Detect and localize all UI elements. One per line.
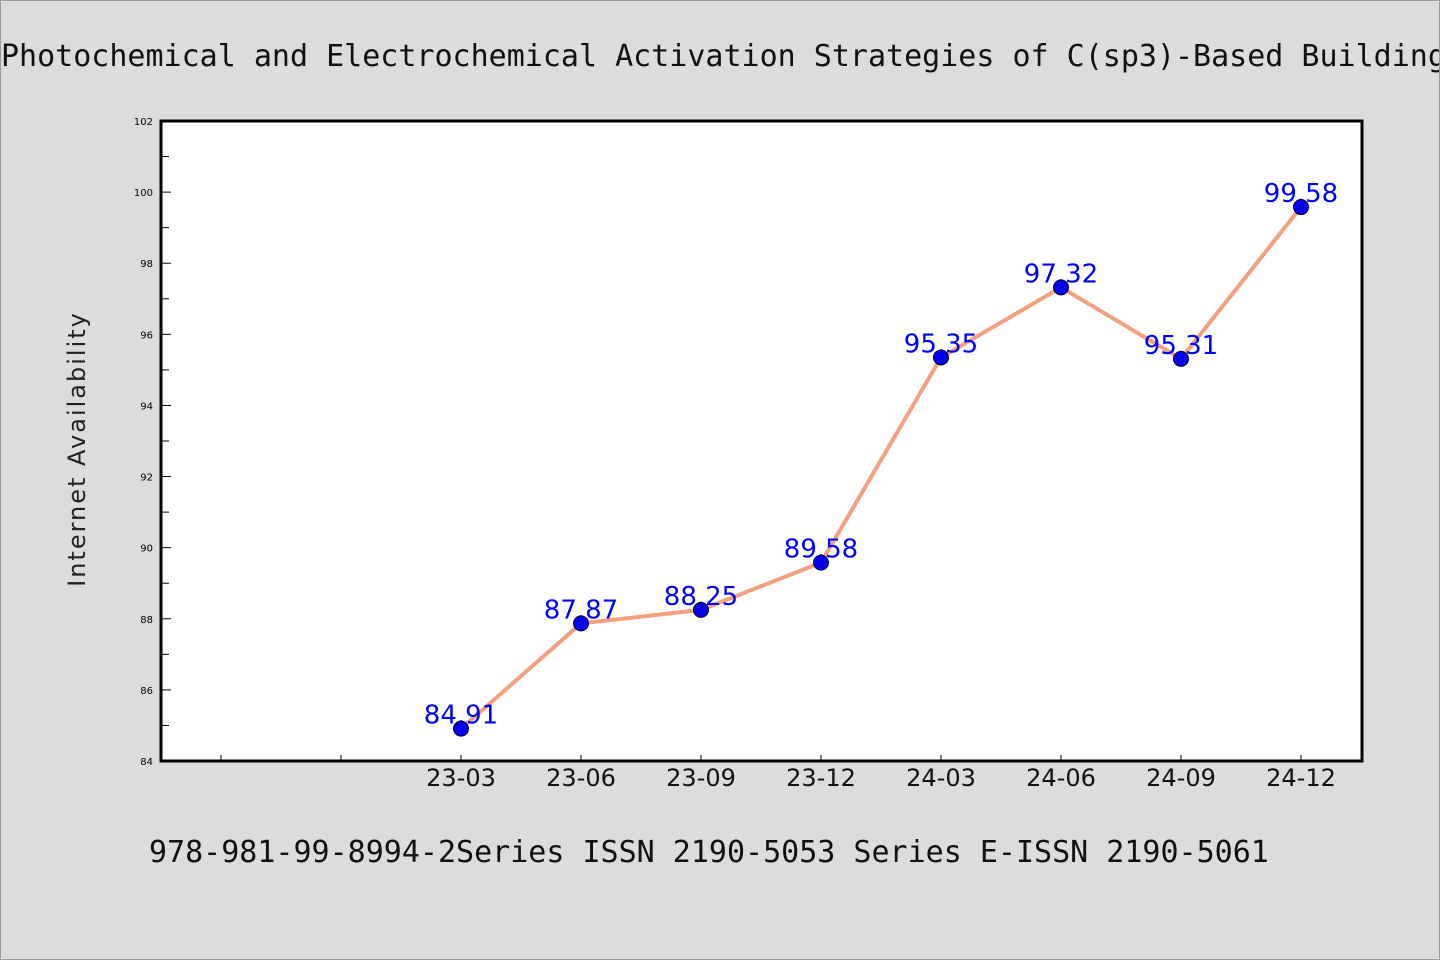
x-tick-label: 23-09 <box>666 764 736 792</box>
y-tick-label: 92 <box>140 473 153 484</box>
data-point <box>1053 279 1069 296</box>
data-point <box>573 615 589 632</box>
x-tick-label: 24-12 <box>1266 764 1336 792</box>
y-tick-label: 88 <box>140 615 153 626</box>
x-tick-label: 23-12 <box>786 764 856 792</box>
y-tick-label: 86 <box>140 686 153 697</box>
plot-background <box>161 121 1362 761</box>
x-tick-label: 23-06 <box>546 764 616 792</box>
x-tick-label: 24-06 <box>1026 764 1096 792</box>
data-point <box>1293 199 1309 216</box>
y-tick-label: 100 <box>134 188 153 199</box>
data-point <box>693 601 709 618</box>
y-tick-label: 96 <box>140 330 153 341</box>
y-tick-label: 94 <box>140 401 153 412</box>
footer-text: 978-981-99-8994-2Series ISSN 2190-5053 S… <box>149 835 1269 870</box>
x-tick-label: 24-03 <box>906 764 976 792</box>
plot-frame <box>159 119 1364 763</box>
data-point <box>453 720 469 737</box>
data-point <box>1173 350 1189 367</box>
chart-title: Photochemical and Electrochemical Activa… <box>1 39 1440 74</box>
y-tick-label: 84 <box>140 757 153 768</box>
data-point <box>813 554 829 571</box>
x-tick-label: 23-03 <box>426 764 496 792</box>
series-line <box>459 205 1303 731</box>
y-tick-label: 102 <box>134 117 153 128</box>
x-tick-label: 24-09 <box>1146 764 1216 792</box>
y-tick-label: 90 <box>140 544 153 555</box>
data-point <box>933 349 949 366</box>
y-tick-label: 98 <box>140 259 153 270</box>
